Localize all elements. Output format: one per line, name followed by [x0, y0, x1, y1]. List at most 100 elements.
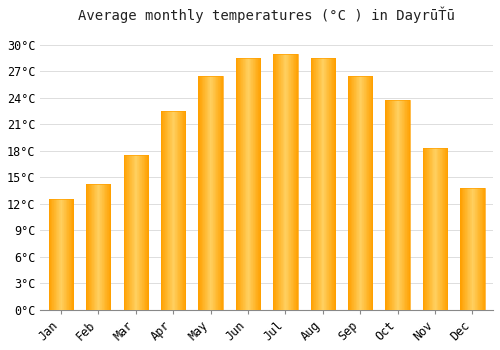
Bar: [361, 76, 362, 310]
Bar: [199, 76, 200, 310]
Bar: [312, 58, 313, 310]
Bar: [335, 58, 336, 310]
Bar: [198, 76, 222, 310]
Bar: [245, 58, 246, 310]
Bar: [408, 99, 409, 310]
Bar: [57, 199, 58, 310]
Bar: [314, 58, 315, 310]
Bar: [391, 99, 392, 310]
Bar: [388, 99, 389, 310]
Bar: [61, 199, 62, 310]
Bar: [430, 148, 431, 310]
Bar: [386, 99, 388, 310]
Bar: [132, 155, 133, 310]
Bar: [323, 58, 324, 310]
Bar: [90, 184, 91, 310]
Bar: [310, 58, 335, 310]
Bar: [215, 76, 216, 310]
Bar: [52, 199, 53, 310]
Bar: [221, 76, 222, 310]
Bar: [50, 199, 51, 310]
Bar: [316, 58, 317, 310]
Bar: [460, 188, 461, 310]
Bar: [395, 99, 396, 310]
Bar: [55, 199, 56, 310]
Bar: [289, 54, 290, 310]
Bar: [353, 76, 354, 310]
Bar: [129, 155, 130, 310]
Bar: [254, 58, 255, 310]
Bar: [278, 54, 279, 310]
Bar: [128, 155, 129, 310]
Bar: [174, 111, 176, 310]
Bar: [86, 184, 110, 310]
Bar: [255, 58, 256, 310]
Bar: [276, 54, 277, 310]
Bar: [183, 111, 184, 310]
Bar: [173, 111, 174, 310]
Bar: [320, 58, 322, 310]
Bar: [274, 54, 275, 310]
Bar: [135, 155, 136, 310]
Bar: [466, 188, 467, 310]
Bar: [367, 76, 368, 310]
Bar: [178, 111, 179, 310]
Bar: [86, 184, 87, 310]
Bar: [144, 155, 145, 310]
Bar: [131, 155, 132, 310]
Bar: [171, 111, 172, 310]
Bar: [447, 148, 448, 310]
Bar: [322, 58, 323, 310]
Bar: [283, 54, 284, 310]
Bar: [176, 111, 177, 310]
Bar: [364, 76, 365, 310]
Bar: [426, 148, 428, 310]
Bar: [365, 76, 366, 310]
Bar: [480, 188, 481, 310]
Bar: [371, 76, 372, 310]
Bar: [91, 184, 92, 310]
Bar: [295, 54, 296, 310]
Bar: [432, 148, 433, 310]
Bar: [109, 184, 110, 310]
Bar: [478, 188, 479, 310]
Bar: [277, 54, 278, 310]
Bar: [66, 199, 67, 310]
Bar: [386, 99, 410, 310]
Bar: [139, 155, 140, 310]
Bar: [256, 58, 257, 310]
Bar: [439, 148, 440, 310]
Bar: [423, 148, 424, 310]
Bar: [356, 76, 357, 310]
Bar: [393, 99, 394, 310]
Bar: [238, 58, 239, 310]
Bar: [136, 155, 138, 310]
Bar: [166, 111, 167, 310]
Bar: [124, 155, 148, 310]
Bar: [476, 188, 477, 310]
Bar: [106, 184, 108, 310]
Bar: [239, 58, 240, 310]
Bar: [244, 58, 245, 310]
Bar: [212, 76, 213, 310]
Bar: [483, 188, 484, 310]
Bar: [294, 54, 295, 310]
Bar: [124, 155, 125, 310]
Bar: [247, 58, 248, 310]
Bar: [177, 111, 178, 310]
Bar: [134, 155, 135, 310]
Bar: [146, 155, 148, 310]
Bar: [99, 184, 100, 310]
Bar: [200, 76, 201, 310]
Bar: [292, 54, 293, 310]
Bar: [142, 155, 143, 310]
Bar: [110, 184, 111, 310]
Bar: [51, 199, 52, 310]
Bar: [71, 199, 72, 310]
Bar: [92, 184, 93, 310]
Bar: [143, 155, 144, 310]
Bar: [163, 111, 164, 310]
Bar: [354, 76, 355, 310]
Bar: [241, 58, 242, 310]
Bar: [60, 199, 61, 310]
